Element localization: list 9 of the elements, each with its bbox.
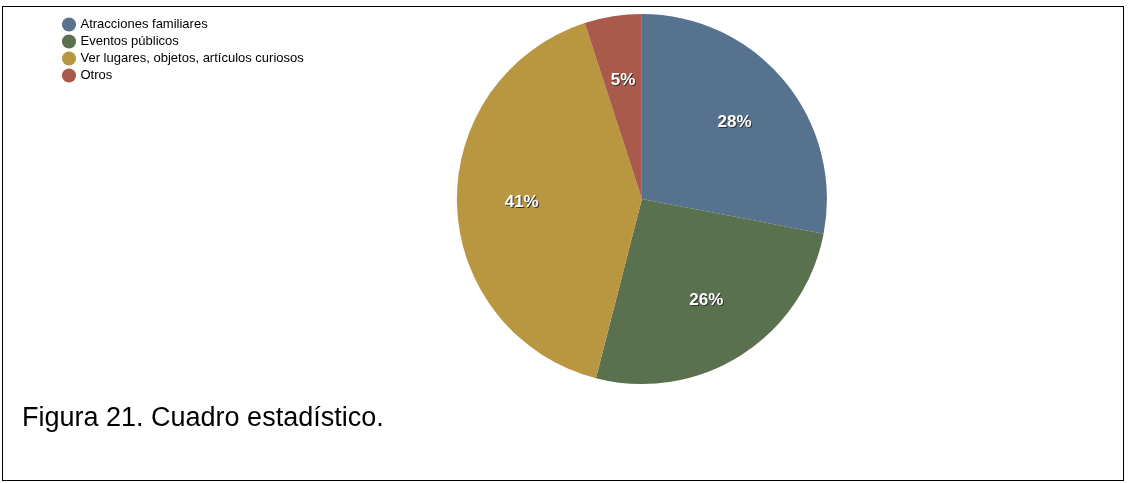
data-label: 5% xyxy=(610,69,636,89)
legend-label: Eventos públicos xyxy=(80,33,180,49)
text: Figura 21. Cuadro estadístico. xyxy=(22,402,384,433)
legend-label: Ver lugares, objetos, artículos curiosos xyxy=(80,50,305,66)
data-label: 26% xyxy=(689,290,724,310)
data-label: 41% xyxy=(504,192,539,212)
legend-label: Atracciones familiares xyxy=(80,16,209,32)
data-label: 28% xyxy=(717,112,752,132)
legend-label: Otros xyxy=(80,67,113,83)
